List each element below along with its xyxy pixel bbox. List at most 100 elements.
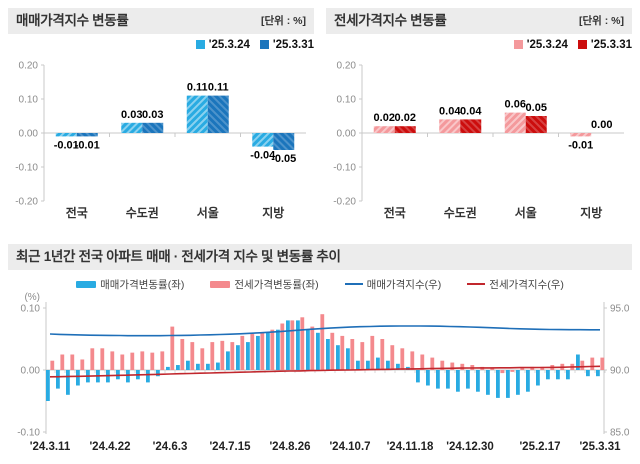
- sales-legend-item-curr: '25.3.31: [259, 38, 314, 51]
- value-label: 0.04: [460, 105, 482, 117]
- bar: [350, 339, 355, 370]
- category-label: 전국: [384, 205, 406, 220]
- category-label: 서울: [515, 205, 537, 220]
- bar: [290, 320, 295, 370]
- bar: [256, 335, 260, 370]
- category-label: 지방: [580, 205, 602, 220]
- bar: [380, 339, 385, 370]
- bar: [546, 370, 550, 380]
- bar: [386, 360, 390, 370]
- y-tick-label: -0.20: [15, 197, 38, 208]
- top-charts-row: 매매가격지수 변동률 [단위 : %] '25.3.24 '25.3.31 0.…: [8, 8, 632, 230]
- bar-수도권-'25.3.24: [439, 119, 461, 133]
- value-label: 0.04: [439, 105, 461, 117]
- bar: [460, 363, 465, 370]
- bar: [340, 335, 345, 370]
- bar: [330, 332, 335, 370]
- value-label: 0.03: [142, 109, 163, 121]
- x-tick-label: '24.8.26: [269, 441, 310, 453]
- sales-legend-swatch-prev: [195, 40, 205, 49]
- sales-legend-label-prev: '25.3.24: [208, 38, 250, 51]
- x-tick-label: '24.11.18: [387, 441, 434, 453]
- bar-서울-'25.3.24: [504, 112, 526, 133]
- sales-panel-header: 매매가격지수 변동률 [단위 : %]: [8, 8, 314, 34]
- value-label: 0.00: [591, 119, 612, 131]
- sales-legend-label-curr: '25.3.31: [272, 38, 314, 51]
- bar: [450, 362, 455, 370]
- bar: [296, 320, 300, 370]
- right-tick-label: 95.0: [610, 304, 630, 315]
- bar: [190, 342, 195, 370]
- bar: [430, 357, 435, 370]
- trend-legend-label-sales-change: 매매가격변동률(좌): [100, 278, 185, 291]
- bar: [306, 329, 310, 370]
- left-tick-label: 0.00: [21, 366, 41, 377]
- sales-panel-title: 매매가격지수 변동률: [16, 13, 129, 28]
- bar-서울-'25.3.31: [207, 95, 229, 133]
- bar: [566, 370, 570, 380]
- right-tick-label: 85.0: [610, 428, 630, 439]
- trend-legend-swatch-sales-change: [76, 280, 97, 288]
- category-label: 수도권: [126, 206, 159, 220]
- bar-지방-'25.3.24: [570, 133, 592, 137]
- bar: [500, 370, 505, 374]
- sales-legend-swatch-curr: [259, 40, 269, 49]
- jeonse-legend: '25.3.24 '25.3.31: [326, 36, 632, 53]
- trend-combo-chart: (%) 0.10 0.00 -0.10 95.0 90.0 85.0 '24.3.11 '24.…: [8, 292, 632, 463]
- bar: [126, 370, 130, 383]
- bar: [590, 357, 595, 370]
- bar: [276, 329, 280, 370]
- bar-수도권-'25.3.31: [142, 122, 164, 133]
- jeonse-legend-item-curr: '25.3.31: [577, 39, 632, 51]
- bar: [420, 354, 425, 370]
- trend-legend-label-jeonse-change: 전세가격변동률(좌): [234, 278, 319, 291]
- x-tick-label: '25.2.17: [519, 441, 560, 453]
- bar: [230, 342, 235, 370]
- bar: [526, 370, 530, 392]
- trend-legend-item-sales-index: 매매가격지수(우): [344, 277, 441, 292]
- bar: [356, 360, 360, 370]
- trend-legend: 매매가격변동률(좌) 전세가격변동률(좌) 매매가격지수(우) 전세가격지수(우…: [8, 276, 632, 292]
- jeonse-panel-title: 전세가격지수 변동률: [334, 13, 447, 28]
- bar: [110, 351, 115, 370]
- category-label: 수도권: [444, 206, 477, 220]
- y-tick-label: -0.20: [333, 197, 356, 208]
- bar: [56, 370, 60, 389]
- value-label: -0.01: [568, 139, 593, 151]
- y-tick-label: 0.20: [337, 61, 357, 72]
- bar: [170, 326, 175, 370]
- jeonse-svg: 0.20 0.10 0.00 -0.10 -0.20 0.02 0.02 전국 0.04 0.04…: [333, 61, 624, 220]
- bar: [446, 370, 450, 389]
- bar: [416, 370, 420, 383]
- bar: [586, 370, 590, 377]
- value-label: 0.02: [395, 112, 416, 124]
- bar: [580, 360, 585, 370]
- bar: [66, 370, 70, 395]
- trend-section-title: 최근 1년간 전국 아파트 매매 · 전세가격 지수 및 변동률 추이: [16, 249, 341, 264]
- left-tick-label: -0.10: [17, 428, 40, 439]
- bar: [410, 351, 415, 370]
- trend-legend-item-sales-change: 매매가격변동률(좌): [76, 277, 184, 292]
- bar: [520, 368, 525, 370]
- bar: [160, 351, 165, 370]
- bar: [426, 370, 430, 386]
- y-tick-label: -0.10: [15, 163, 38, 174]
- value-label: -0.01: [75, 139, 100, 151]
- category-label: 전국: [66, 205, 88, 220]
- jeonse-panel: 전세가격지수 변동률 [단위 : %] '25.3.24 '25.3.31 0.…: [326, 8, 632, 230]
- bar: [346, 348, 350, 370]
- bar: [370, 335, 375, 370]
- value-label: 0.11: [208, 82, 229, 94]
- bar: [176, 365, 180, 370]
- bar-수도권-'25.3.31: [460, 119, 482, 133]
- x-tick-label: '24.4.22: [89, 441, 130, 453]
- x-tick-label: '24.6.3: [153, 441, 188, 453]
- y-tick-label: -0.10: [333, 163, 356, 174]
- bar: [76, 370, 80, 386]
- bar: [150, 352, 155, 370]
- jeonse-panel-unit: [단위 : %]: [579, 15, 624, 27]
- right-tick-label: 90.0: [610, 366, 630, 377]
- bar: [146, 370, 150, 383]
- bar: [156, 370, 160, 377]
- bar: [440, 360, 445, 370]
